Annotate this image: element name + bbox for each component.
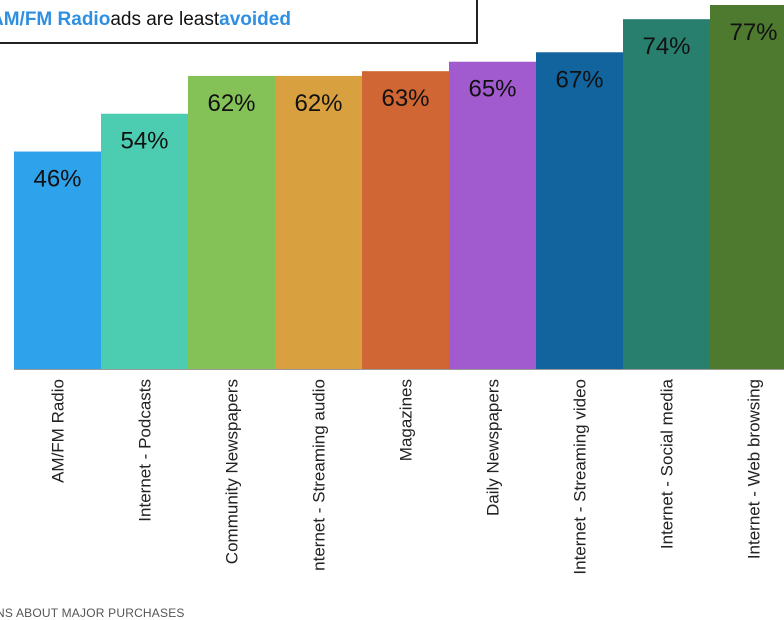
bar-1 xyxy=(14,151,101,369)
value-label-3: 62% xyxy=(207,90,255,117)
bar-3 xyxy=(188,75,275,369)
value-label-1: 46% xyxy=(33,166,81,193)
value-label-6: 65% xyxy=(468,76,516,103)
bar-4 xyxy=(275,75,362,369)
chart-title: AM/FM Radio ads are least avoided xyxy=(0,0,478,44)
bar-9 xyxy=(710,5,784,369)
footnote: NS ABOUT MAJOR PURCHASES xyxy=(0,606,185,620)
title-highlight-medium: AM/FM Radio xyxy=(0,8,111,30)
value-label-4: 62% xyxy=(294,90,342,117)
category-label-4: nternet - Streaming audio xyxy=(310,379,329,571)
category-label-1: AM/FM Radio xyxy=(49,379,68,483)
title-text: ads are least xyxy=(110,8,220,30)
value-label-8: 74% xyxy=(642,33,690,60)
category-label-5: Magazines xyxy=(397,379,416,461)
category-label-9: Internet - Web browsing xyxy=(745,379,764,559)
bars-group xyxy=(14,5,784,370)
value-label-9: 77% xyxy=(729,19,777,46)
value-labels-group: 46% 54% 62% 62% 63% 65% 67% 74% 77% xyxy=(33,19,777,193)
category-label-3: Community Newspapers xyxy=(223,379,242,564)
title-highlight-avoided: avoided xyxy=(219,8,291,30)
value-label-5: 63% xyxy=(381,85,429,112)
bar-8 xyxy=(623,19,710,369)
bar-6 xyxy=(449,61,536,370)
value-label-7: 67% xyxy=(555,66,603,93)
value-label-2: 54% xyxy=(120,128,168,155)
category-label-6: Daily Newspapers xyxy=(484,379,503,516)
bar-5 xyxy=(362,71,449,369)
category-label-7: Internet - Streaming video xyxy=(571,379,590,575)
category-label-8: Internet - Social media xyxy=(658,378,677,549)
bar-7 xyxy=(536,52,623,369)
category-label-2: Internet - Podcasts xyxy=(136,379,155,522)
bar-2 xyxy=(101,113,188,370)
category-labels-group: AM/FM Radio Internet - Podcasts Community … xyxy=(49,378,764,574)
